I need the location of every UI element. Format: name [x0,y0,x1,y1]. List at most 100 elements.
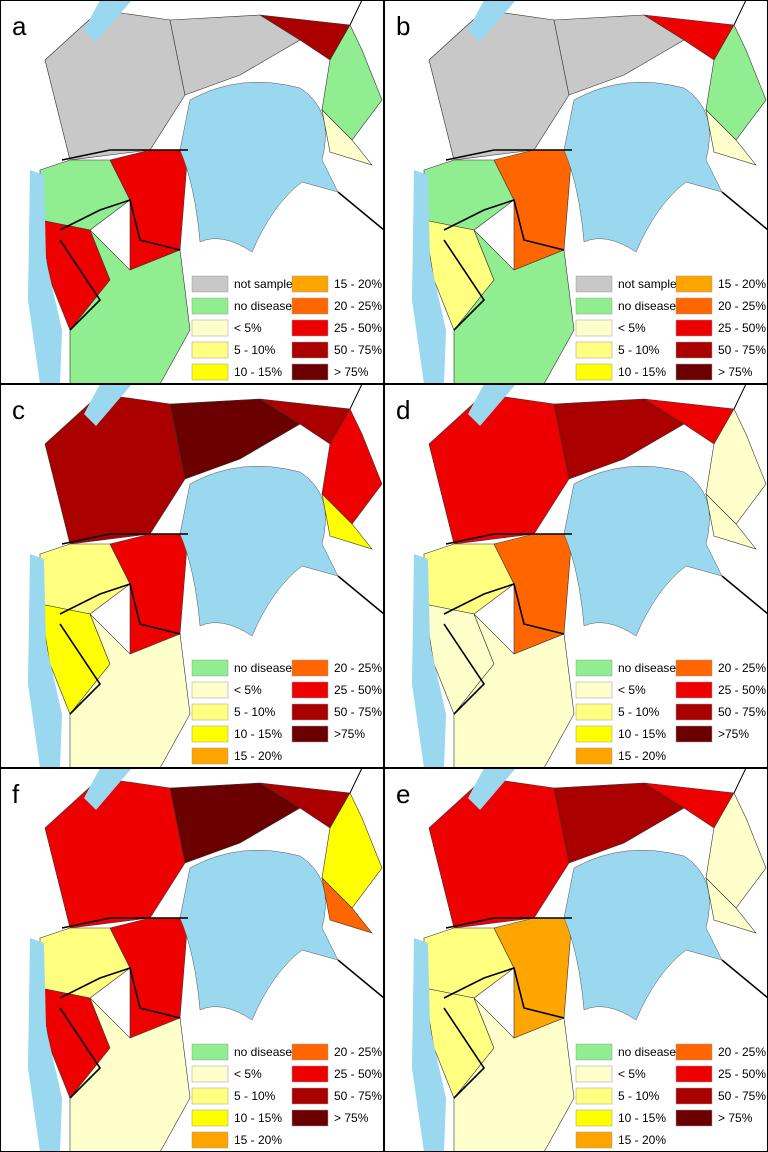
panel: b not sampled no disease < 5% 5 - 10% 10 - 15… [384,0,768,385]
legend-swatch [291,1065,329,1083]
lake-west [468,0,516,42]
legend-swatch [191,1043,229,1061]
legend-swatch [291,363,329,381]
legend-label: >75% [718,727,749,741]
legend-swatch [291,275,329,293]
legend-swatch [675,297,713,315]
legend-swatch [291,703,329,721]
legend-label: > 75% [718,365,753,379]
legend-swatch [675,1087,713,1105]
lake [179,465,339,637]
legend-label: 15 - 20% [234,749,282,763]
legend-label: no disease [234,1045,292,1059]
legend-swatch [191,1087,229,1105]
border-line [349,383,363,410]
legend-swatch [675,275,713,293]
legend-label: 50 - 75% [334,343,382,357]
lake-southwest [412,170,446,384]
legend-swatch [575,747,613,765]
legend-label: 5 - 10% [618,343,660,357]
legend-label: 50 - 75% [718,1089,766,1103]
legend-label: 20 - 25% [334,661,382,675]
panel-frame [0,384,384,768]
legend-swatch [291,659,329,677]
legend-label: 50 - 75% [718,705,766,719]
panel-letter: b [396,11,410,41]
legend-label: < 5% [234,321,262,335]
region [321,877,373,934]
lake-west [84,768,132,810]
legend-swatch [291,1087,329,1105]
legend-swatch [291,1109,329,1127]
lake [563,465,723,637]
legend-label: no disease [618,661,676,675]
panel: a not sampled no disease < 5% 5 - 10% 10 - 15… [0,0,385,385]
border-line [59,149,188,331]
legend-label: not sampled [618,277,683,291]
region [705,109,757,166]
lake-southwest [28,554,62,768]
legend-label: < 5% [618,683,646,697]
border-line [721,575,768,615]
legend-label: 15 - 20% [234,1133,282,1147]
legend-label: 20 - 25% [334,1045,382,1059]
panel-letter: a [12,11,27,41]
panel-letter: f [12,779,20,809]
legend-label: 5 - 10% [234,1089,276,1103]
legend-swatch [575,1043,613,1061]
border-line [721,959,768,999]
legend-label: 5 - 10% [234,343,276,357]
legend-swatch [575,297,613,315]
legend-label: 50 - 75% [334,705,382,719]
legend-label: < 5% [618,1067,646,1081]
legend-swatch [675,319,713,337]
legend-swatch [675,681,713,699]
legend-label: 25 - 50% [334,321,382,335]
lake [563,849,723,1021]
legend-swatch [191,1109,229,1127]
legend-label: >75% [334,727,365,741]
legend-swatch [191,659,229,677]
legend-label: < 5% [618,321,646,335]
legend-swatch [575,319,613,337]
legend-label: no disease [618,299,676,313]
legend-swatch [291,319,329,337]
border-line [349,0,363,26]
panel: f no disease < 5% 5 - 10% 10 - 15% 15 - 20% 20… [0,767,385,1152]
legend-label: 10 - 15% [618,727,666,741]
legend-label: > 75% [334,1111,369,1125]
border-line [733,0,747,26]
legend-swatch [575,1109,613,1127]
lake [179,81,339,253]
legend-label: no disease [234,661,292,675]
legend-label: < 5% [234,1067,262,1081]
lake-west [468,768,516,810]
legend-label: 20 - 25% [718,661,766,675]
legend-label: 10 - 15% [234,1111,282,1125]
legend-swatch [675,659,713,677]
legend-label: < 5% [234,683,262,697]
lake-west [84,384,132,426]
lake [179,849,339,1021]
region [169,14,301,96]
legend-label: 20 - 25% [334,299,382,313]
legend-swatch [675,1043,713,1061]
legend-swatch [575,681,613,699]
legend-swatch [575,1087,613,1105]
panel: e no disease < 5% 5 - 10% 10 - 15% 15 - 20% 20… [384,767,768,1152]
legend-label: 10 - 15% [234,365,282,379]
region [321,109,373,166]
region [169,398,301,480]
legend-swatch [191,275,229,293]
legend-swatch [575,275,613,293]
legend-label: 25 - 50% [334,683,382,697]
border-line [721,191,768,231]
border-line [443,917,572,1099]
panel-letter: c [12,395,25,425]
legend-swatch [675,363,713,381]
legend-label: 25 - 50% [718,321,766,335]
lake-southwest [28,170,62,384]
panel-letter: d [396,395,410,425]
lake-southwest [412,554,446,768]
